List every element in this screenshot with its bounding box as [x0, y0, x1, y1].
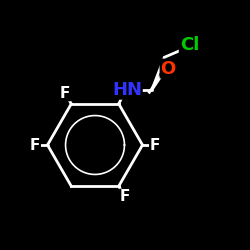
Text: F: F [150, 138, 160, 152]
Text: F: F [30, 138, 40, 152]
Text: O: O [160, 60, 176, 78]
Text: HN: HN [112, 81, 142, 99]
Text: Cl: Cl [180, 36, 199, 54]
Text: F: F [60, 86, 70, 100]
Text: F: F [120, 190, 130, 204]
